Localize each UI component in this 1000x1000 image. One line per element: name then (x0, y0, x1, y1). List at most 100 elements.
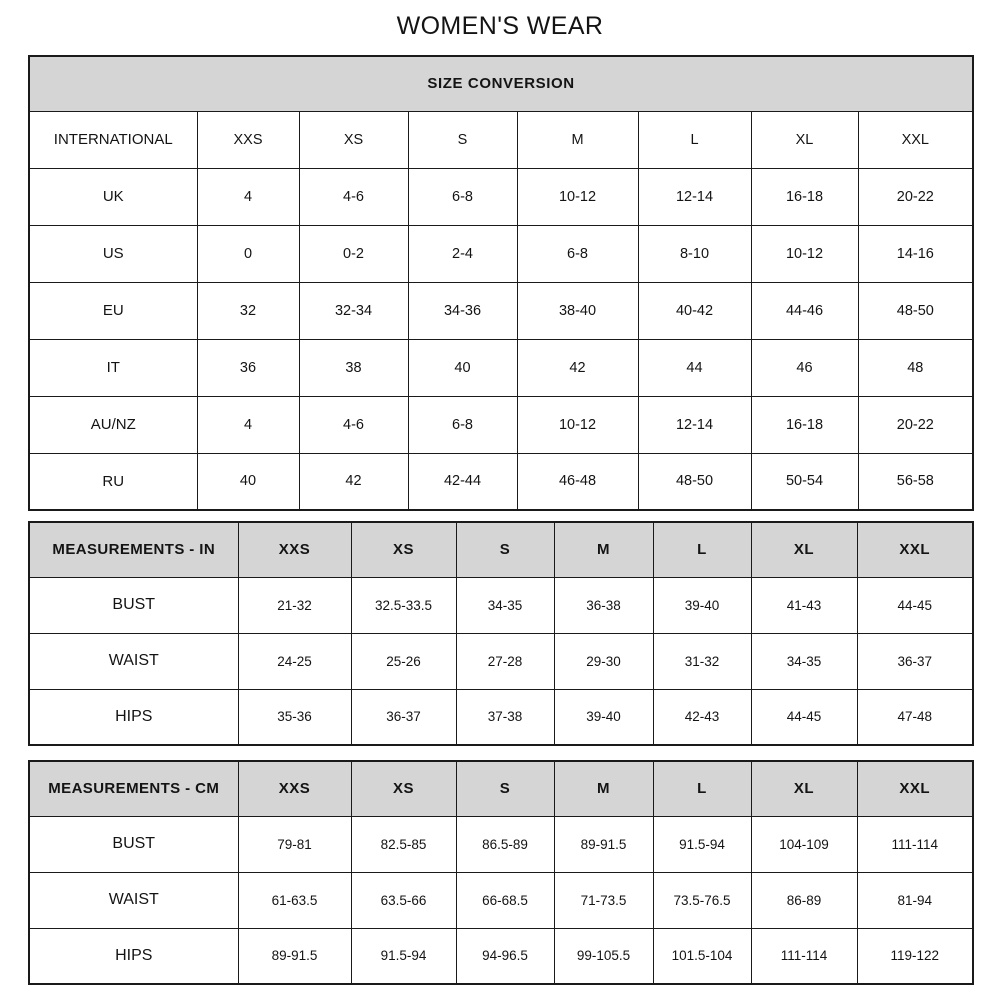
measurements-cm-header-xl: XL (750, 760, 858, 817)
measurements-in-header-xl: XL (750, 521, 858, 578)
measurements-cm-header-l: L (652, 760, 752, 817)
row-label-international: INTERNATIONAL (28, 110, 198, 169)
cell-international-l: L (637, 110, 752, 169)
table-row-waist-in: WAIST 24-25 25-26 27-28 29-30 31-32 34-3… (28, 632, 974, 690)
measurements-cm-table: MEASUREMENTS - CM XXS XS S M L XL XXL BU… (28, 760, 974, 985)
cell-hips-in-xl: 44-45 (750, 688, 858, 746)
cell-bust-cm-xl: 104-109 (750, 815, 858, 873)
measurements-in-header-xs: XS (350, 521, 457, 578)
table-row-international: INTERNATIONAL XXS XS S M L XL XXL (28, 110, 974, 169)
cell-it-s: 40 (407, 338, 518, 397)
cell-international-s: S (407, 110, 518, 169)
row-label-bust-in: BUST (28, 576, 239, 634)
cell-hips-in-l: 42-43 (652, 688, 752, 746)
table-row-uk: UK 4 4-6 6-8 10-12 12-14 16-18 20-22 (28, 167, 974, 226)
cell-ru-s: 42-44 (407, 452, 518, 511)
measurements-in-header-xxs: XXS (237, 521, 352, 578)
cell-aunz-l: 12-14 (637, 395, 752, 454)
cell-bust-cm-m: 89-91.5 (553, 815, 654, 873)
row-label-bust-cm: BUST (28, 815, 239, 873)
row-label-waist-cm: WAIST (28, 871, 239, 929)
measurements-cm-header-xxs: XXS (237, 760, 352, 817)
cell-eu-l: 40-42 (637, 281, 752, 340)
cell-uk-xl: 16-18 (750, 167, 859, 226)
cell-eu-xs: 32-34 (298, 281, 409, 340)
cell-waist-in-m: 29-30 (553, 632, 654, 690)
cell-us-s: 2-4 (407, 224, 518, 283)
cell-aunz-s: 6-8 (407, 395, 518, 454)
measurements-cm-header-m: M (553, 760, 654, 817)
cell-waist-in-xs: 25-26 (350, 632, 457, 690)
row-label-hips-in: HIPS (28, 688, 239, 746)
cell-bust-in-l: 39-40 (652, 576, 752, 634)
cell-ru-xxl: 56-58 (857, 452, 974, 511)
cell-us-xs: 0-2 (298, 224, 409, 283)
cell-it-xxs: 36 (196, 338, 300, 397)
cell-eu-xxs: 32 (196, 281, 300, 340)
table-row-us: US 0 0-2 2-4 6-8 8-10 10-12 14-16 (28, 224, 974, 283)
cell-hips-cm-xs: 91.5-94 (350, 927, 457, 985)
cell-ru-l: 48-50 (637, 452, 752, 511)
measurements-in-header-row: MEASUREMENTS - IN XXS XS S M L XL XXL (28, 521, 974, 578)
row-label-hips-cm: HIPS (28, 927, 239, 985)
measurements-in-header-l: L (652, 521, 752, 578)
row-label-eu: EU (28, 281, 198, 340)
cell-us-xxl: 14-16 (857, 224, 974, 283)
cell-bust-in-m: 36-38 (553, 576, 654, 634)
cell-waist-cm-xxl: 81-94 (856, 871, 974, 929)
table-row-hips-cm: HIPS 89-91.5 91.5-94 94-96.5 99-105.5 10… (28, 927, 974, 985)
cell-waist-in-xl: 34-35 (750, 632, 858, 690)
page-title: WOMEN'S WEAR (396, 12, 604, 40)
cell-waist-in-xxl: 36-37 (856, 632, 974, 690)
measurements-in-header-m: M (553, 521, 654, 578)
size-conversion-table: SIZE CONVERSION INTERNATIONAL XXS XS S M… (28, 55, 975, 511)
cell-us-xl: 10-12 (750, 224, 859, 283)
cell-us-l: 8-10 (637, 224, 752, 283)
cell-aunz-xs: 4-6 (298, 395, 409, 454)
cell-uk-s: 6-8 (407, 167, 518, 226)
cell-bust-in-s: 34-35 (455, 576, 555, 634)
cell-ru-m: 46-48 (516, 452, 639, 511)
cell-ru-xs: 42 (298, 452, 409, 511)
cell-bust-cm-l: 91.5-94 (652, 815, 752, 873)
cell-bust-cm-xxs: 79-81 (237, 815, 352, 873)
table-row-ru: RU 40 42 42-44 46-48 48-50 50-54 56-58 (28, 452, 974, 511)
cell-waist-in-s: 27-28 (455, 632, 555, 690)
cell-bust-in-xs: 32.5-33.5 (350, 576, 457, 634)
cell-bust-in-xxs: 21-32 (237, 576, 352, 634)
cell-waist-cm-s: 66-68.5 (455, 871, 555, 929)
cell-waist-cm-l: 73.5-76.5 (652, 871, 752, 929)
measurements-cm-header-s: S (455, 760, 555, 817)
row-label-ru: RU (28, 452, 198, 511)
measurements-cm-header-row: MEASUREMENTS - CM XXS XS S M L XL XXL (28, 760, 974, 817)
cell-hips-cm-l: 101.5-104 (652, 927, 752, 985)
cell-it-xxl: 48 (857, 338, 974, 397)
cell-aunz-xxs: 4 (196, 395, 300, 454)
cell-bust-in-xxl: 44-45 (856, 576, 974, 634)
cell-hips-in-xxl: 47-48 (856, 688, 974, 746)
table-row-waist-cm: WAIST 61-63.5 63.5-66 66-68.5 71-73.5 73… (28, 871, 974, 929)
row-label-aunz: AU/NZ (28, 395, 198, 454)
cell-hips-in-xxs: 35-36 (237, 688, 352, 746)
cell-aunz-m: 10-12 (516, 395, 639, 454)
table-band-row: SIZE CONVERSION (28, 55, 974, 112)
table-row-bust-cm: BUST 79-81 82.5-85 86.5-89 89-91.5 91.5-… (28, 815, 974, 873)
cell-us-m: 6-8 (516, 224, 639, 283)
cell-uk-xs: 4-6 (298, 167, 409, 226)
cell-ru-xxs: 40 (196, 452, 300, 511)
measurements-cm-header-xs: XS (350, 760, 457, 817)
table-row-bust-in: BUST 21-32 32.5-33.5 34-35 36-38 39-40 4… (28, 576, 974, 634)
cell-waist-in-xxs: 24-25 (237, 632, 352, 690)
cell-bust-cm-xxl: 111-114 (856, 815, 974, 873)
table-row-aunz: AU/NZ 4 4-6 6-8 10-12 12-14 16-18 20-22 (28, 395, 974, 454)
row-label-uk: UK (28, 167, 198, 226)
cell-waist-cm-m: 71-73.5 (553, 871, 654, 929)
measurements-cm-header-label: MEASUREMENTS - CM (28, 760, 239, 817)
cell-ru-xl: 50-54 (750, 452, 859, 511)
table-row-it: IT 36 38 40 42 44 46 48 (28, 338, 974, 397)
cell-international-m: M (516, 110, 639, 169)
cell-eu-xl: 44-46 (750, 281, 859, 340)
cell-hips-cm-xxl: 119-122 (856, 927, 974, 985)
cell-us-xxs: 0 (196, 224, 300, 283)
cell-aunz-xl: 16-18 (750, 395, 859, 454)
